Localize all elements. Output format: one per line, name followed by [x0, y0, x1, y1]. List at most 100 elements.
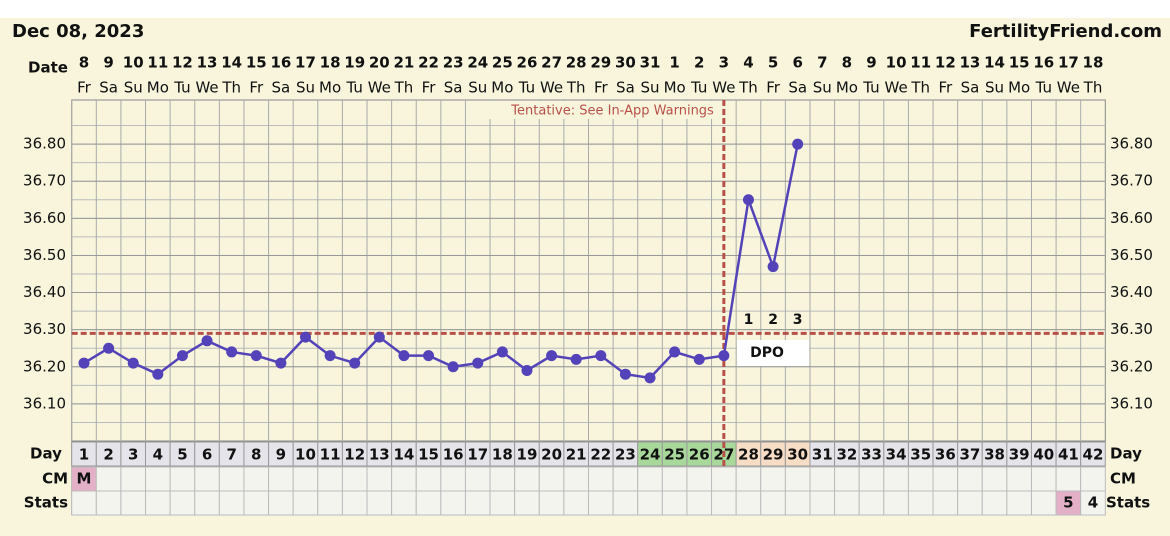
y-tick-label-right: 36.70	[1110, 172, 1153, 190]
stats-cell	[489, 490, 516, 516]
day-number: 14	[393, 446, 414, 464]
stats-cell	[612, 490, 639, 516]
day-number: 37	[960, 446, 981, 464]
weekday: We	[885, 79, 908, 97]
day-number: 33	[861, 446, 882, 464]
weekday: Su	[641, 79, 660, 97]
temperature-point	[496, 346, 508, 358]
cm-cell	[735, 466, 762, 492]
day-cell	[858, 441, 885, 467]
stats-cell	[957, 490, 983, 516]
date-number: 27	[541, 54, 562, 72]
day-cell	[169, 441, 196, 467]
weekday: We	[712, 79, 735, 97]
day-number: 28	[738, 446, 759, 464]
date-number: 14	[984, 54, 1005, 72]
day-number: 18	[492, 446, 513, 464]
day-cell	[95, 441, 122, 467]
temperature-point	[103, 342, 115, 354]
weekday: Mo	[319, 79, 341, 97]
annotation-bg	[481, 101, 714, 119]
date-number: 5	[768, 54, 778, 72]
date-number: 2	[694, 54, 704, 72]
date-number: 11	[147, 54, 168, 72]
y-tick-label: 36.60	[23, 209, 66, 227]
date-number: 23	[443, 54, 464, 72]
y-tick-label: 36.20	[23, 357, 66, 375]
day-number: 26	[689, 446, 710, 464]
day-number: 7	[226, 446, 236, 464]
day-cell	[907, 441, 934, 467]
weekday: Fr	[422, 79, 437, 97]
date-number: 14	[221, 54, 242, 72]
cm-cell	[292, 466, 319, 492]
date-number: 9	[866, 54, 876, 72]
day-cell	[563, 441, 590, 467]
stats-cell	[760, 490, 786, 516]
stats-cell	[194, 490, 220, 516]
date-label: Date	[28, 59, 68, 77]
stats-label: Stats	[24, 494, 68, 512]
day-number: 42	[1083, 446, 1104, 464]
stats-cell	[1080, 490, 1106, 516]
stats-cell	[145, 490, 171, 516]
stats-value: 5	[1063, 494, 1073, 512]
cm-cell	[784, 466, 811, 492]
date-number: 17	[1058, 54, 1079, 72]
date-number: 15	[246, 54, 267, 72]
temperature-point	[398, 350, 410, 362]
temperature-point	[447, 361, 459, 373]
temperature-point	[669, 346, 681, 358]
weekday: Tu	[862, 79, 879, 97]
day-number: 4	[153, 446, 163, 464]
stats-cell	[1055, 490, 1082, 516]
cm-cell	[391, 466, 417, 492]
date-number: 15	[1009, 54, 1030, 72]
day-number: 21	[566, 446, 587, 464]
stats-cell	[366, 490, 393, 516]
stats-cell	[932, 490, 959, 516]
temperature-point	[176, 350, 188, 362]
y-tick-label: 36.30	[23, 320, 66, 338]
day-number: 29	[763, 446, 784, 464]
day-cell	[957, 441, 983, 467]
day-cell	[834, 441, 860, 467]
cm-cell	[145, 466, 171, 492]
temperature-point	[767, 261, 779, 273]
site-name: FertilityFriend.com	[969, 21, 1162, 42]
day-cell	[415, 441, 442, 467]
stats-cell	[883, 490, 909, 516]
day-cell	[981, 441, 1008, 467]
temperature-point	[718, 350, 730, 362]
date-number: 28	[566, 54, 587, 72]
day-number: 24	[640, 446, 661, 464]
cm-cell	[317, 466, 343, 492]
day-number: 38	[984, 446, 1005, 464]
stats-cell	[464, 490, 491, 516]
cm-cell	[415, 466, 442, 492]
day-cell	[1055, 441, 1082, 467]
stats-cell	[317, 490, 343, 516]
cm-cell	[711, 466, 737, 492]
stats-cell	[809, 490, 836, 516]
date-number: 19	[344, 54, 365, 72]
weekday: Fr	[766, 79, 781, 97]
weekday: Sa	[99, 79, 118, 97]
cm-cell	[95, 466, 122, 492]
stats-cell	[661, 490, 688, 516]
date-number: 10	[886, 54, 907, 72]
stats-cell	[981, 490, 1008, 516]
temperature-point	[201, 335, 213, 347]
weekday: Sa	[272, 79, 291, 97]
temperature-point	[299, 331, 311, 343]
temperature-point	[275, 357, 287, 369]
y-tick-label: 36.70	[23, 172, 66, 190]
temperature-point	[349, 357, 361, 369]
weekday: Sa	[788, 79, 807, 97]
weekday: Fr	[594, 79, 609, 97]
day-cell	[883, 441, 909, 467]
date-number: 12	[935, 54, 956, 72]
weekday: Tu	[173, 79, 190, 97]
weekday: We	[195, 79, 218, 97]
weekday: Th	[910, 79, 930, 97]
